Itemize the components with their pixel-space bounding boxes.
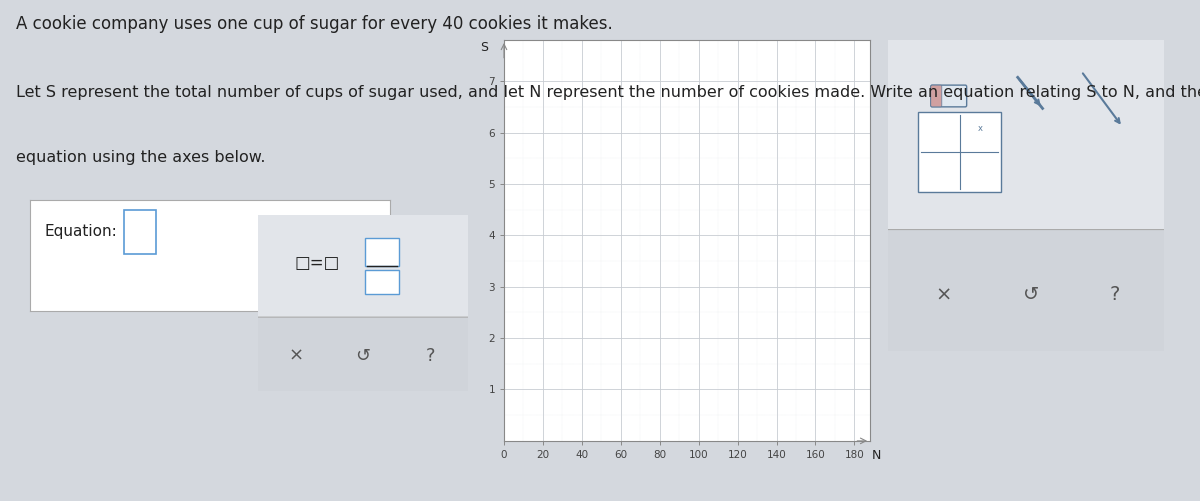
FancyBboxPatch shape — [124, 210, 156, 255]
FancyBboxPatch shape — [254, 212, 473, 321]
FancyBboxPatch shape — [877, 229, 1175, 363]
Text: ↺: ↺ — [355, 347, 371, 365]
Text: ×: × — [935, 285, 952, 304]
Text: x: x — [978, 124, 983, 133]
Text: N: N — [872, 448, 881, 461]
Text: ?: ? — [426, 347, 434, 365]
Text: ?: ? — [1109, 285, 1120, 304]
Text: Equation:: Equation: — [44, 224, 118, 239]
FancyBboxPatch shape — [918, 112, 1001, 192]
Text: equation using the axes below.: equation using the axes below. — [16, 150, 265, 165]
FancyBboxPatch shape — [365, 270, 398, 294]
FancyBboxPatch shape — [365, 238, 398, 267]
FancyBboxPatch shape — [877, 28, 1175, 363]
Text: S: S — [480, 41, 488, 54]
Text: ↺: ↺ — [1024, 285, 1039, 304]
Text: ×: × — [288, 347, 304, 365]
FancyBboxPatch shape — [254, 317, 473, 394]
Text: Let S represent the total number of cups of sugar used, and let N represent the : Let S represent the total number of cups… — [16, 85, 1200, 100]
Text: A cookie company uses one cup of sugar for every 40 cookies it makes.: A cookie company uses one cup of sugar f… — [16, 15, 612, 33]
FancyBboxPatch shape — [931, 85, 967, 107]
FancyBboxPatch shape — [931, 85, 942, 107]
Text: □=□: □=□ — [294, 254, 340, 272]
